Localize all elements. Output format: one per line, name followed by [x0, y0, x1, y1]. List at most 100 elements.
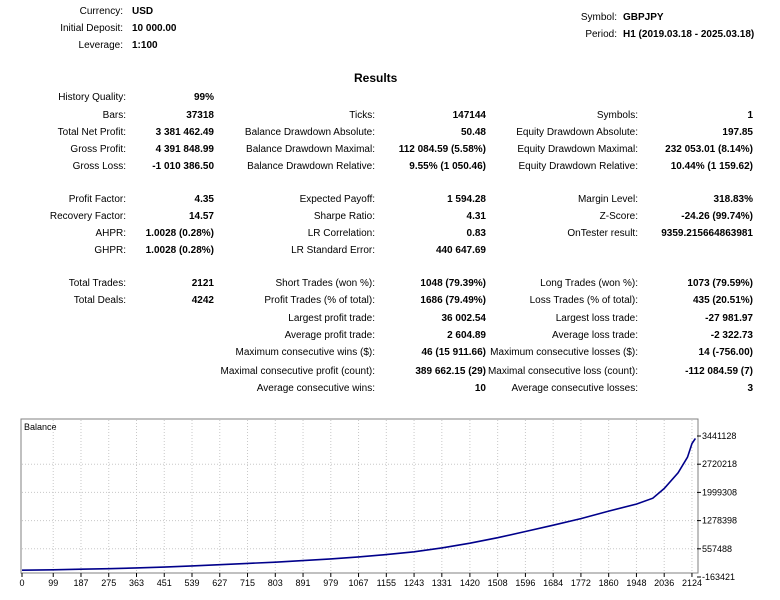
- ghpr-label: GHPR:: [94, 245, 126, 256]
- x-tick-label: 979: [323, 578, 338, 588]
- lr-correlation-label: LR Correlation:: [307, 228, 375, 239]
- x-tick-label: 891: [296, 578, 311, 588]
- balance-dd-max-label: Balance Drawdown Maximal:: [246, 144, 375, 155]
- x-tick-label: 627: [212, 578, 227, 588]
- max-cons-wins-label: Maximum consecutive wins ($):: [235, 347, 375, 358]
- avg-profit-label: Average profit trade:: [284, 330, 375, 341]
- total-trades-value: 2121: [191, 278, 214, 289]
- ticks-value: 147144: [452, 110, 486, 121]
- margin-level-label: Margin Level:: [577, 194, 638, 205]
- avg-cons-losses-value: 3: [747, 383, 753, 394]
- results-title: Results: [354, 71, 398, 85]
- ticks-label: Ticks:: [349, 110, 375, 121]
- avg-cons-losses-label: Average consecutive losses:: [511, 383, 638, 394]
- avg-cons-wins-label: Average consecutive wins:: [256, 383, 375, 394]
- expected-payoff-label: Expected Payoff:: [299, 194, 375, 205]
- profit-factor-value: 4.35: [194, 194, 214, 205]
- equity-dd-abs-value: 197.85: [722, 127, 753, 138]
- x-tick-label: 1772: [571, 578, 591, 588]
- y-tick-label: 3441128: [702, 431, 736, 441]
- balance-dd-rel-value: 9.55% (1 050.46): [409, 161, 486, 172]
- equity-dd-abs-label: Equity Drawdown Absolute:: [516, 127, 638, 138]
- currency-label: Currency:: [79, 6, 123, 17]
- recovery-factor-label: Recovery Factor:: [49, 211, 126, 222]
- x-tick-label: 451: [157, 578, 172, 588]
- ahpr-value: 1.0028 (0.28%): [145, 228, 214, 239]
- chart-title: Balance: [24, 422, 57, 432]
- max-cons-losses-label: Maximum consecutive losses ($):: [490, 347, 638, 358]
- leverage-value: 1:100: [132, 40, 158, 51]
- x-tick-label: 0: [19, 578, 24, 588]
- x-tick-label: 1155: [377, 578, 396, 588]
- history-quality-label: History Quality:: [58, 92, 126, 103]
- symbols-value: 1: [747, 110, 753, 121]
- equity-dd-rel-label: Equity Drawdown Relative:: [518, 161, 639, 172]
- long-trades-label: Long Trades (won %):: [540, 278, 638, 289]
- sharpe-ratio-label: Sharpe Ratio:: [313, 211, 375, 222]
- largest-loss-label: Largest loss trade:: [555, 313, 638, 324]
- equity-dd-max-label: Equity Drawdown Maximal:: [517, 144, 638, 155]
- total-deals-value: 4242: [191, 295, 214, 306]
- recovery-factor-value: 14.57: [188, 211, 214, 222]
- balance-dd-abs-label: Balance Drawdown Absolute:: [244, 127, 375, 138]
- avg-profit-value: 2 604.89: [447, 330, 486, 341]
- loss-trades-value: 435 (20.51%): [692, 295, 753, 306]
- total-trades-label: Total Trades:: [68, 278, 126, 289]
- chart-plot-area: [20, 418, 699, 574]
- x-tick-label: 1067: [349, 578, 369, 588]
- expected-payoff-value: 1 594.28: [447, 194, 486, 205]
- max-cons-losses-value: 14 (-756.00): [698, 347, 753, 358]
- profit-trades-label: Profit Trades (% of total):: [264, 295, 375, 306]
- chart-grid: [22, 420, 697, 572]
- x-tick-label: 1684: [543, 578, 563, 588]
- gross-loss-label: Gross Loss:: [72, 161, 126, 172]
- margin-level-value: 318.83%: [713, 194, 753, 205]
- short-trades-label: Short Trades (won %):: [275, 278, 375, 289]
- largest-profit-label: Largest profit trade:: [288, 313, 375, 324]
- avg-cons-wins-value: 10: [474, 383, 486, 394]
- maximal-cons-loss-label: Maximal consecutive loss (count):: [487, 366, 638, 377]
- initial-deposit-label: Initial Deposit:: [60, 23, 123, 34]
- y-tick-label: 1278398: [702, 516, 737, 526]
- equity-dd-rel-value: 10.44% (1 159.62): [670, 161, 753, 172]
- sharpe-ratio-value: 4.31: [466, 211, 486, 222]
- bars-value: 37318: [186, 110, 214, 121]
- equity-dd-max-value: 232 053.01 (8.14%): [665, 144, 753, 155]
- largest-profit-value: 36 002.54: [441, 313, 487, 324]
- x-tick-label: 539: [184, 578, 199, 588]
- max-cons-wins-value: 46 (15 911.66): [421, 347, 487, 358]
- x-tick-label: 1596: [515, 578, 535, 588]
- maximal-cons-profit-value: 389 662.15 (29): [415, 366, 486, 377]
- currency-value: USD: [132, 6, 154, 17]
- ontester-value: 9359.215664863981: [661, 228, 753, 239]
- largest-loss-value: -27 981.97: [705, 313, 753, 324]
- long-trades-value: 1073 (79.59%): [687, 278, 753, 289]
- x-tick-label: 1948: [626, 578, 646, 588]
- x-tick-label: 2124: [682, 578, 702, 588]
- x-tick-label: 1860: [599, 578, 619, 588]
- balance-dd-abs-value: 50.48: [460, 127, 486, 138]
- period-value: H1 (2019.03.18 - 2025.03.18): [623, 29, 755, 40]
- x-tick-label: 803: [268, 578, 283, 588]
- x-tick-label: 1508: [488, 578, 508, 588]
- symbol-label: Symbol:: [580, 12, 617, 23]
- profit-factor-label: Profit Factor:: [68, 194, 126, 205]
- z-score-label: Z-Score:: [599, 211, 638, 222]
- ontester-label: OnTester result:: [567, 228, 638, 239]
- x-tick-label: 363: [129, 578, 144, 588]
- lr-correlation-value: 0.83: [466, 228, 486, 239]
- y-tick-label: 1999308: [702, 487, 737, 497]
- total-net-profit-value: 3 381 462.49: [155, 127, 214, 138]
- bars-label: Bars:: [102, 110, 126, 121]
- symbols-label: Symbols:: [596, 110, 638, 121]
- avg-loss-value: -2 322.73: [710, 330, 753, 341]
- gross-profit-value: 4 391 848.99: [155, 144, 214, 155]
- x-axis-ticks: 0 99 187 275 363 451 539 627 715 803 891 979 1067 115…: [19, 573, 702, 588]
- ghpr-value: 1.0028 (0.28%): [145, 245, 214, 256]
- period-label: Period:: [585, 29, 617, 40]
- y-axis-ticks: 3441128 2720218 1999308 1278398 557488 -16342…: [697, 431, 737, 582]
- lr-std-error-value: 440 647.69: [435, 245, 486, 256]
- short-trades-value: 1048 (79.39%): [420, 278, 486, 289]
- loss-trades-label: Loss Trades (% of total):: [529, 295, 638, 306]
